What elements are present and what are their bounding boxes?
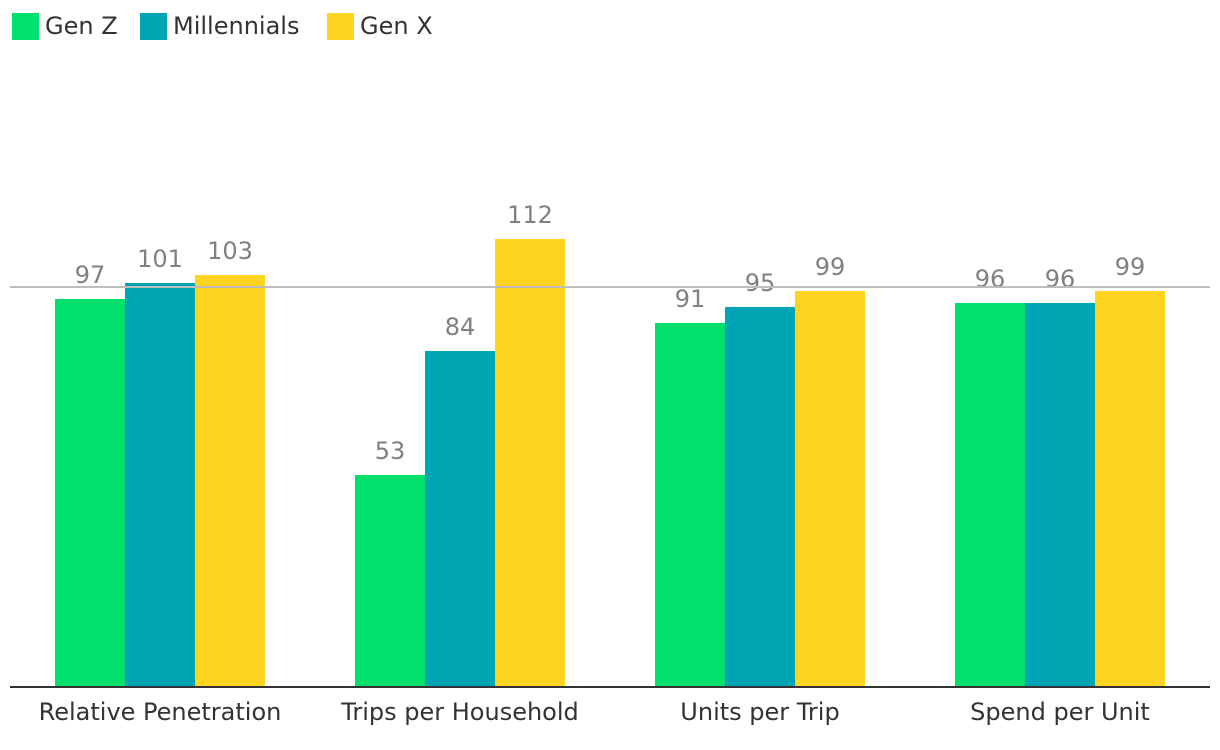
bar-relative-penetration-millennials <box>125 283 195 687</box>
legend-label-gen-z: Gen Z <box>45 12 118 40</box>
category-labels: Relative Penetration Trips per Household U… <box>39 698 1150 726</box>
category-label-spend-per-unit: Spend per Unit <box>970 698 1150 726</box>
data-label-spend-per-unit-gen-x: 99 <box>1115 253 1146 281</box>
data-label-trips-per-household-millennials: 84 <box>445 313 476 341</box>
data-label-relative-penetration-gen-x: 103 <box>207 237 253 265</box>
bar-relative-penetration-gen-z <box>55 299 125 687</box>
data-label-relative-penetration-millennials: 101 <box>137 245 183 273</box>
bar-units-per-trip-gen-z <box>655 323 725 687</box>
bar-spend-per-unit-millennials <box>1025 303 1095 687</box>
bar-spend-per-unit-gen-z <box>955 303 1025 687</box>
bar-spend-per-unit-gen-x <box>1095 291 1165 687</box>
data-label-units-per-trip-gen-x: 99 <box>815 253 846 281</box>
bar-trips-per-household-gen-z <box>355 475 425 687</box>
data-label-trips-per-household-gen-z: 53 <box>375 437 406 465</box>
bar-units-per-trip-millennials <box>725 307 795 687</box>
bar-relative-penetration-gen-x <box>195 275 265 687</box>
category-label-units-per-trip: Units per Trip <box>680 698 839 726</box>
data-label-relative-penetration-gen-z: 97 <box>75 261 106 289</box>
legend-swatch-millennials <box>140 13 167 40</box>
data-label-spend-per-unit-millennials: 96 <box>1045 265 1076 293</box>
legend-swatch-gen-z <box>12 13 39 40</box>
bar-trips-per-household-gen-x <box>495 239 565 687</box>
legend-label-gen-x: Gen X <box>360 12 433 40</box>
bar-units-per-trip-gen-x <box>795 291 865 687</box>
category-label-trips-per-household: Trips per Household <box>340 698 579 726</box>
legend: Gen Z Millennials Gen X <box>12 12 433 40</box>
data-label-units-per-trip-millennials: 95 <box>745 269 776 297</box>
data-label-units-per-trip-gen-z: 91 <box>675 285 706 313</box>
bars <box>55 239 1165 687</box>
data-label-trips-per-household-gen-x: 112 <box>507 201 553 229</box>
category-label-relative-penetration: Relative Penetration <box>39 698 282 726</box>
data-label-spend-per-unit-gen-z: 96 <box>975 265 1006 293</box>
data-labels: 97 101 103 53 84 112 91 95 99 96 96 99 <box>75 201 1146 465</box>
bar-trips-per-household-millennials <box>425 351 495 687</box>
legend-swatch-gen-x <box>327 13 354 40</box>
legend-label-millennials: Millennials <box>173 12 299 40</box>
